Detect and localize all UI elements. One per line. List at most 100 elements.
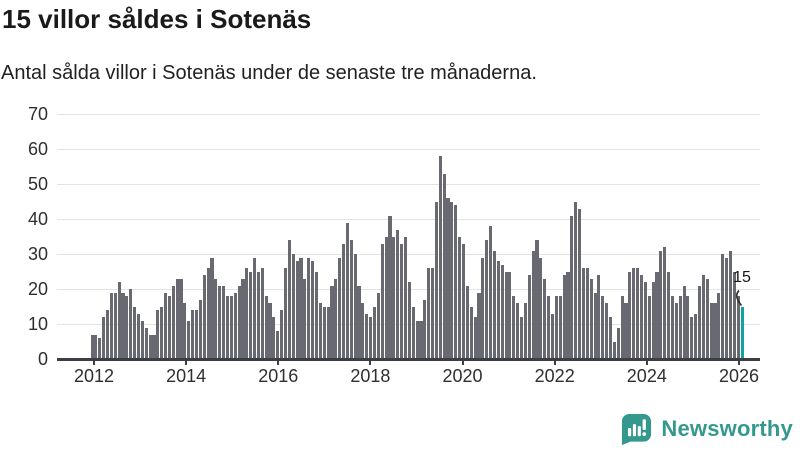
bar xyxy=(601,296,605,359)
bar xyxy=(121,292,125,359)
bar xyxy=(461,243,466,359)
bar xyxy=(287,240,291,359)
bar xyxy=(133,306,137,359)
bar xyxy=(717,292,721,359)
bar xyxy=(701,275,705,359)
y-tick-label: 40 xyxy=(27,209,48,229)
bar xyxy=(427,268,431,359)
bar xyxy=(403,236,408,359)
bar xyxy=(400,243,404,359)
x-tick xyxy=(737,359,740,365)
bar xyxy=(233,292,237,359)
bar xyxy=(396,229,400,359)
bar xyxy=(535,240,539,359)
bar xyxy=(709,303,713,359)
bar xyxy=(392,236,396,359)
bar xyxy=(276,331,280,359)
bar xyxy=(171,285,175,359)
bar xyxy=(508,271,512,359)
bar xyxy=(94,334,98,359)
bar xyxy=(570,215,574,359)
bar xyxy=(334,278,338,359)
bar xyxy=(117,282,121,359)
bar xyxy=(581,268,586,359)
bar xyxy=(562,275,566,359)
bar xyxy=(268,303,272,359)
bar xyxy=(326,306,330,359)
bar xyxy=(450,201,454,359)
bar xyxy=(210,257,214,359)
x-tick-label: 2012 xyxy=(73,366,115,386)
bar xyxy=(353,254,357,359)
bar xyxy=(636,268,640,359)
bar xyxy=(167,296,171,359)
x-tick-label: 2022 xyxy=(534,366,575,386)
x-tick xyxy=(369,359,372,365)
bar xyxy=(593,292,597,359)
bar xyxy=(125,296,129,359)
bar xyxy=(380,243,384,359)
bar xyxy=(574,201,578,359)
bar xyxy=(407,282,411,359)
chart-title: 15 villor såldes i Sotenäs xyxy=(2,4,312,34)
bar xyxy=(144,327,148,359)
x-tick xyxy=(185,359,188,365)
bar xyxy=(372,306,377,359)
bar xyxy=(314,271,319,359)
gridline xyxy=(57,218,760,220)
bar xyxy=(229,296,233,359)
bar xyxy=(152,334,156,359)
bar xyxy=(423,299,427,359)
bar xyxy=(454,205,458,359)
bar xyxy=(647,296,651,359)
bar xyxy=(512,296,516,359)
bar xyxy=(187,320,191,359)
bar xyxy=(705,278,709,359)
bar xyxy=(558,296,562,359)
bar xyxy=(605,303,609,359)
newsworthy-logo[interactable]: Newsworthy xyxy=(620,412,793,445)
bar xyxy=(674,303,678,359)
bar xyxy=(338,257,342,359)
bar xyxy=(214,278,218,359)
bar xyxy=(566,271,570,359)
bar xyxy=(105,310,110,359)
x-tick xyxy=(93,359,95,365)
x-tick-label: 2014 xyxy=(166,366,207,386)
bar xyxy=(256,271,260,359)
bar xyxy=(670,296,675,359)
annotation-leader-line xyxy=(735,289,743,307)
bar xyxy=(322,306,326,359)
bar xyxy=(520,317,524,359)
bar xyxy=(527,275,531,359)
bar xyxy=(694,313,698,359)
y-tick-label: 50 xyxy=(27,174,48,194)
bar xyxy=(237,285,241,359)
bar xyxy=(311,261,315,359)
bar xyxy=(218,285,222,359)
bar xyxy=(156,310,160,359)
bar xyxy=(639,275,644,359)
x-tick-label: 2016 xyxy=(258,366,299,386)
bar xyxy=(241,278,245,359)
bar xyxy=(624,303,628,359)
bar xyxy=(659,250,663,359)
bar xyxy=(465,285,469,359)
bar xyxy=(291,254,295,359)
bar xyxy=(345,222,349,359)
bar xyxy=(438,156,442,359)
bar xyxy=(446,198,450,359)
bar xyxy=(620,296,624,359)
bar xyxy=(280,310,284,359)
bar xyxy=(496,261,500,359)
bar xyxy=(473,317,477,359)
bar xyxy=(384,236,388,359)
bar xyxy=(698,285,702,359)
bar xyxy=(299,257,303,359)
y-tick-label: 30 xyxy=(27,244,48,264)
y-tick-label: 0 xyxy=(37,349,48,369)
bar xyxy=(547,296,551,359)
x-tick xyxy=(277,359,280,365)
bar xyxy=(148,334,152,359)
bar xyxy=(523,303,527,359)
